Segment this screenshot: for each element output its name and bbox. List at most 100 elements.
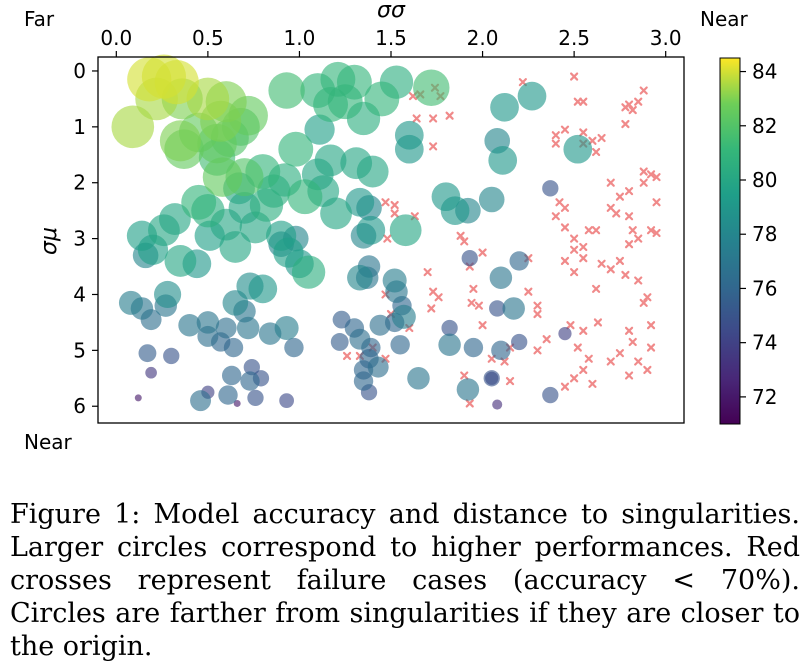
- failure-marker: [445, 111, 454, 120]
- accuracy-point: [233, 399, 241, 407]
- failure-marker: [643, 365, 652, 375]
- colorbar-tick-label: 82: [752, 114, 777, 138]
- colorbar-tick-label: 72: [752, 385, 777, 409]
- failure-marker: [456, 231, 465, 240]
- x-axis-ticks: 0.0 0.5 1.0 1.5 2.0 2.5 3.0: [100, 26, 682, 57]
- failure-marker: [467, 298, 476, 307]
- accuracy-point: [349, 328, 371, 350]
- failure-marker: [427, 304, 436, 313]
- failure-marker: [505, 376, 515, 386]
- failure-marker: [646, 321, 656, 330]
- accuracy-point: [489, 266, 513, 289]
- accuracy-point: [249, 188, 284, 222]
- accuracy-point: [345, 187, 375, 217]
- y-tick-label: 1: [73, 115, 86, 139]
- accuracy-point: [382, 268, 407, 293]
- accuracy-point: [202, 157, 243, 197]
- failure-marker: [652, 173, 661, 182]
- y-tick-label: 3: [73, 227, 86, 251]
- accuracy-point: [196, 311, 220, 334]
- accuracy-point: [181, 184, 217, 220]
- failure-marker: [584, 226, 593, 235]
- accuracy-point: [221, 365, 242, 386]
- failure-marker: [628, 105, 637, 115]
- failure-marker: [579, 97, 588, 106]
- y-tick-label: 0: [73, 59, 86, 83]
- failure-marker: [646, 170, 656, 179]
- corner-label-bottom-left: Near: [24, 430, 73, 454]
- failure-marker: [570, 268, 579, 277]
- accuracy-point: [164, 245, 197, 277]
- failure-marker: [628, 337, 637, 347]
- accuracy-point: [320, 197, 352, 230]
- accuracy-point: [138, 344, 157, 363]
- failure-marker: [551, 131, 560, 140]
- accuracy-point: [492, 399, 503, 410]
- failure-crosses: [342, 72, 661, 408]
- accuracy-point: [148, 214, 180, 247]
- failure-marker: [592, 284, 601, 293]
- accuracy-point: [463, 337, 484, 358]
- accuracy-point: [364, 81, 400, 117]
- failure-marker: [612, 209, 621, 218]
- accuracy-point: [274, 315, 299, 341]
- accuracy-circles: [111, 54, 593, 412]
- accuracy-point: [483, 370, 500, 387]
- accuracy-point: [111, 105, 155, 149]
- failure-marker: [390, 200, 399, 210]
- failure-marker: [533, 301, 542, 310]
- failure-marker: [579, 242, 588, 252]
- failure-marker: [634, 357, 643, 366]
- accuracy-point: [287, 179, 323, 215]
- failure-marker: [429, 114, 438, 123]
- accuracy-point: [163, 347, 180, 365]
- failure-marker: [570, 72, 579, 81]
- figure-caption: Figure 1: Model accuracy and distance to…: [10, 499, 800, 662]
- failure-marker: [542, 335, 551, 344]
- accuracy-point: [215, 317, 237, 339]
- failure-marker: [579, 128, 588, 137]
- x-tick-label: 3.0: [650, 26, 682, 50]
- failure-marker: [566, 321, 575, 330]
- accuracy-point: [236, 316, 260, 340]
- accuracy-point: [223, 337, 244, 358]
- failure-marker: [465, 399, 474, 408]
- failure-marker: [342, 351, 352, 361]
- accuracy-point: [517, 81, 547, 111]
- accuracy-point: [491, 340, 511, 361]
- failure-marker: [643, 293, 652, 302]
- accuracy-point: [438, 333, 461, 357]
- failure-marker: [579, 365, 588, 375]
- failure-marker: [593, 318, 603, 327]
- accuracy-point: [145, 366, 157, 379]
- failure-marker: [621, 119, 630, 129]
- failure-marker: [634, 234, 643, 243]
- failure-marker: [390, 209, 399, 218]
- accuracy-point: [441, 319, 458, 337]
- accuracy-point: [456, 378, 480, 401]
- corner-label-top-right: Near: [700, 7, 749, 31]
- accuracy-point: [369, 314, 391, 336]
- accuracy-point: [542, 386, 559, 404]
- accuracy-point: [490, 92, 519, 122]
- failure-marker: [423, 268, 432, 277]
- failure-marker: [551, 139, 560, 148]
- failure-marker: [579, 326, 588, 335]
- accuracy-point: [118, 290, 143, 315]
- failure-marker: [628, 226, 637, 235]
- accuracy-point: [159, 120, 201, 162]
- failure-marker: [592, 147, 601, 157]
- failure-marker: [570, 245, 579, 254]
- accuracy-point: [243, 358, 260, 376]
- accuracy-point: [489, 300, 506, 317]
- accuracy-point: [218, 385, 238, 405]
- accuracy-point: [273, 237, 304, 268]
- failure-marker: [469, 284, 478, 293]
- failure-marker: [646, 343, 656, 352]
- failure-marker: [381, 198, 390, 207]
- accuracy-point: [461, 250, 478, 267]
- accuracy-point: [558, 326, 572, 341]
- failure-marker: [606, 265, 615, 274]
- x-axis-label: σσ: [377, 0, 406, 23]
- accuracy-point: [304, 114, 335, 145]
